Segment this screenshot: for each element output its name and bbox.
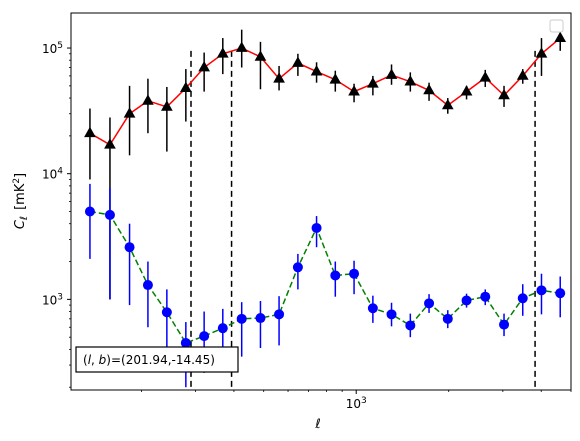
data-point: [104, 138, 116, 149]
svg-text:Cℓ[mK2]: Cℓ [mK2]: [12, 173, 30, 229]
data-point: [273, 72, 285, 83]
data-point: [423, 83, 435, 95]
data-point: [292, 56, 304, 67]
data-point: [254, 50, 267, 61]
data-point: [216, 47, 229, 58]
x-tick-label: 103: [346, 396, 367, 411]
data-point: [424, 298, 435, 309]
y-axis-label-unit: [mK: [13, 183, 28, 210]
data-point: [461, 295, 472, 306]
data-point: [124, 242, 135, 253]
data-point: [348, 85, 360, 96]
x-axis-label: ℓ: [314, 417, 320, 432]
data-point: [199, 331, 210, 342]
data-point: [311, 222, 322, 233]
data-point: [329, 73, 342, 84]
data-point: [179, 81, 192, 92]
data-point: [385, 68, 398, 79]
data-point: [386, 309, 397, 320]
annotation-box: (l, b)=(201.94,-14.45): [75, 346, 239, 373]
data-point: [198, 60, 210, 72]
y-tick-label: 105: [42, 41, 63, 56]
data-point: [123, 107, 136, 118]
legend-box: [549, 19, 564, 33]
data-point: [255, 313, 266, 324]
y-tick-label: 104: [42, 167, 63, 182]
data-point: [142, 280, 153, 291]
data-point: [274, 309, 285, 320]
data-point: [555, 288, 566, 299]
data-point: [479, 71, 492, 82]
data-point: [517, 293, 528, 304]
ticks: 103 103 104 105: [42, 41, 572, 411]
data-point: [480, 291, 491, 302]
series-line: [89, 210, 561, 344]
data-point: [441, 98, 454, 110]
data-point: [330, 270, 341, 281]
data-point: [180, 337, 191, 348]
data-point: [367, 77, 379, 88]
plot-frame: [70, 12, 572, 391]
data-point: [535, 47, 548, 58]
data-point: [84, 126, 96, 138]
data-point: [161, 100, 173, 111]
data-point: [554, 31, 567, 42]
data-point: [405, 320, 416, 331]
data-point: [310, 65, 323, 76]
data-point: [142, 94, 154, 105]
data-point: [460, 85, 473, 96]
y-axis-label: Cℓ [mK2]: [12, 173, 30, 229]
data-point: [367, 303, 378, 314]
annotation-text: (l, b)=(201.94,-14.45): [83, 353, 215, 367]
data-point: [442, 313, 453, 324]
y-tick-label: 103: [42, 292, 63, 307]
y-axis-label-unit-close: ]: [13, 173, 28, 178]
data-point: [292, 262, 303, 273]
data-point: [536, 285, 547, 296]
plot-area: [84, 27, 567, 390]
data-point: [499, 319, 510, 330]
y-axis-label-unit-sup: 2: [12, 178, 22, 184]
y-axis-label-symbol: C: [13, 219, 28, 229]
data-point: [217, 323, 228, 334]
data-point: [236, 313, 247, 324]
data-point: [516, 69, 529, 80]
data-point: [235, 41, 248, 52]
y-axis-label-subscript: ℓ: [19, 216, 30, 220]
data-point: [498, 88, 510, 100]
series-line: [89, 37, 561, 146]
data-point: [104, 209, 115, 220]
data-point: [404, 75, 417, 86]
data-point: [349, 268, 360, 279]
data-point: [84, 206, 95, 217]
data-point: [161, 307, 172, 318]
